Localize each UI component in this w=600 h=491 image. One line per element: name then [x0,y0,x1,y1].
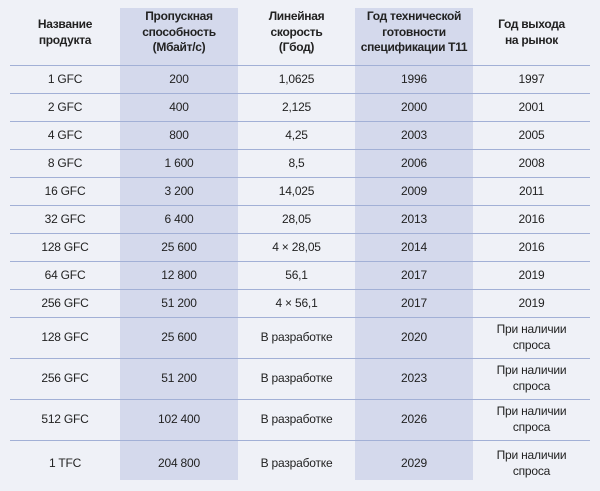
table-row: 64 GFC 12 800 56,1 2017 2019 [10,261,590,290]
table-row: 1 GFC 200 1,0625 1996 1997 [10,65,590,94]
cell-product: 8 GFC [10,149,120,178]
cell-product: 128 GFC [10,317,120,359]
cell-throughput: 25 600 [120,317,238,359]
cell-throughput: 204 800 [158,456,200,471]
cell-spec-year: 2023 [355,358,473,400]
cell-line-rate: 56,1 [238,261,355,290]
cell-line-rate: 2,125 [238,93,355,122]
col-header-line-rate: Линейная скорость (Гбод) [238,0,355,66]
cell-product: 1 GFC [10,65,120,94]
cell-market-year: 2008 [473,149,590,178]
header-row: Название продукта Пропускная способность… [10,0,590,66]
cell-product: 256 GFC [10,358,120,400]
cell-product: 1 TFC [48,456,82,471]
cell-product: 2 GFC [10,93,120,122]
cell-product: 512 GFC [10,399,120,441]
cell-spec-year: 2026 [355,399,473,441]
cell-throughput: 12 800 [120,261,238,290]
cell-market-year: 1997 [473,65,590,94]
cell-spec-year: 2017 [355,261,473,290]
table-row: 512 GFC 102 400 В разработке 2026 При на… [10,399,590,441]
cell-spec-year: 1996 [355,65,473,94]
cell-throughput: 3 200 [120,177,238,206]
cell-line-rate: В разработке [238,358,355,400]
cell-product: 64 GFC [10,261,120,290]
cell-throughput: 400 [120,93,238,122]
table-row: 4 GFC 800 4,25 2003 2005 [10,121,590,150]
cell-market-year: При наличии спроса [496,448,567,478]
cell-market-year: При наличии спроса [473,358,590,400]
cell-market-year: 2019 [473,261,590,290]
cell-line-rate: В разработке [238,399,355,441]
table-row: 16 GFC 3 200 14,025 2009 2011 [10,177,590,206]
cell-spec-year: 2029 [401,456,427,471]
cell-spec-year: 2000 [355,93,473,122]
table-row: 1 TFC 204 800 В разработке 2029 При нали… [10,441,590,488]
table-row: 8 GFC 1 600 8,5 2006 2008 [10,149,590,178]
table-row: 256 GFC 51 200 4 × 56,1 2017 2019 [10,289,590,318]
cell-throughput: 51 200 [120,358,238,400]
col-header-spec-ready-year: Год технической готовности спецификации … [355,0,473,66]
cell-spec-year: 2009 [355,177,473,206]
cell-line-rate: 1,0625 [238,65,355,94]
cell-line-rate: В разработке [260,456,333,471]
cell-market-year: 2001 [473,93,590,122]
cell-throughput: 200 [120,65,238,94]
cell-product: 256 GFC [10,289,120,318]
cell-line-rate: 4,25 [238,121,355,150]
col-header-market-year: Год выхода на рынок [473,0,590,66]
cell-product: 128 GFC [10,233,120,262]
cell-spec-year: 2006 [355,149,473,178]
cell-spec-year: 2013 [355,205,473,234]
table-row: 128 GFC 25 600 В разработке 2020 При нал… [10,317,590,359]
cell-market-year: 2019 [473,289,590,318]
cell-spec-year: 2003 [355,121,473,150]
col-header-throughput: Пропускная способность (Мбайт/с) [120,0,238,66]
fibre-channel-roadmap-table: Название продукта Пропускная способность… [10,0,590,487]
cell-line-rate: 28,05 [238,205,355,234]
cell-throughput: 800 [120,121,238,150]
cell-line-rate: 4 × 56,1 [238,289,355,318]
cell-market-year: 2016 [473,205,590,234]
cell-product: 16 GFC [10,177,120,206]
cell-market-year: 2011 [473,177,590,206]
cell-line-rate: 4 × 28,05 [238,233,355,262]
cell-throughput: 6 400 [120,205,238,234]
col-header-product-name: Название продукта [10,0,120,66]
cell-throughput: 102 400 [120,399,238,441]
cell-throughput: 25 600 [120,233,238,262]
table-row: 2 GFC 400 2,125 2000 2001 [10,93,590,122]
cell-spec-year: 2017 [355,289,473,318]
cell-throughput: 1 600 [120,149,238,178]
cell-line-rate: 14,025 [238,177,355,206]
cell-throughput: 51 200 [120,289,238,318]
cell-spec-year: 2020 [355,317,473,359]
table-row: 256 GFC 51 200 В разработке 2023 При нал… [10,358,590,400]
cell-product: 4 GFC [10,121,120,150]
cell-market-year: При наличии спроса [473,317,590,359]
table-row: 128 GFC 25 600 4 × 28,05 2014 2016 [10,233,590,262]
cell-line-rate: В разработке [238,317,355,359]
cell-market-year: При наличии спроса [473,399,590,441]
cell-spec-year: 2014 [355,233,473,262]
table-row: 32 GFC 6 400 28,05 2013 2016 [10,205,590,234]
cell-market-year: 2016 [473,233,590,262]
cell-line-rate: 8,5 [238,149,355,178]
cell-product: 32 GFC [10,205,120,234]
cell-market-year: 2005 [473,121,590,150]
